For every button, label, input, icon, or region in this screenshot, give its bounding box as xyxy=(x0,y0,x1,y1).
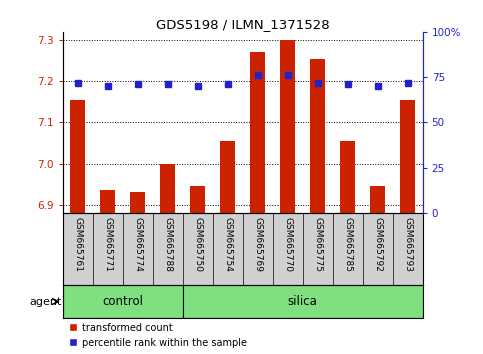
Bar xyxy=(220,141,235,213)
Text: agent: agent xyxy=(30,297,62,307)
Bar xyxy=(400,100,415,213)
Text: GSM665775: GSM665775 xyxy=(313,217,322,272)
Bar xyxy=(160,164,175,213)
Bar xyxy=(310,59,325,213)
Text: GSM665774: GSM665774 xyxy=(133,217,142,272)
Text: GSM665761: GSM665761 xyxy=(73,217,82,272)
Bar xyxy=(340,141,355,213)
Bar xyxy=(370,186,385,213)
Text: GSM665754: GSM665754 xyxy=(223,217,232,272)
Text: silica: silica xyxy=(288,295,318,308)
Legend: transformed count, percentile rank within the sample: transformed count, percentile rank withi… xyxy=(68,323,247,348)
Bar xyxy=(71,100,85,213)
Text: GSM665769: GSM665769 xyxy=(253,217,262,272)
Bar xyxy=(130,192,145,213)
Bar xyxy=(190,186,205,213)
Text: GSM665785: GSM665785 xyxy=(343,217,352,272)
Text: GSM665770: GSM665770 xyxy=(283,217,292,272)
Bar xyxy=(280,40,295,213)
Text: GSM665792: GSM665792 xyxy=(373,217,382,272)
Title: GDS5198 / ILMN_1371528: GDS5198 / ILMN_1371528 xyxy=(156,18,329,31)
Bar xyxy=(250,52,265,213)
Bar xyxy=(183,285,423,318)
Text: GSM665750: GSM665750 xyxy=(193,217,202,272)
Text: control: control xyxy=(102,295,143,308)
Text: GSM665788: GSM665788 xyxy=(163,217,172,272)
Text: GSM665793: GSM665793 xyxy=(403,217,412,272)
Bar xyxy=(63,285,183,318)
Bar xyxy=(100,190,115,213)
Text: GSM665771: GSM665771 xyxy=(103,217,112,272)
